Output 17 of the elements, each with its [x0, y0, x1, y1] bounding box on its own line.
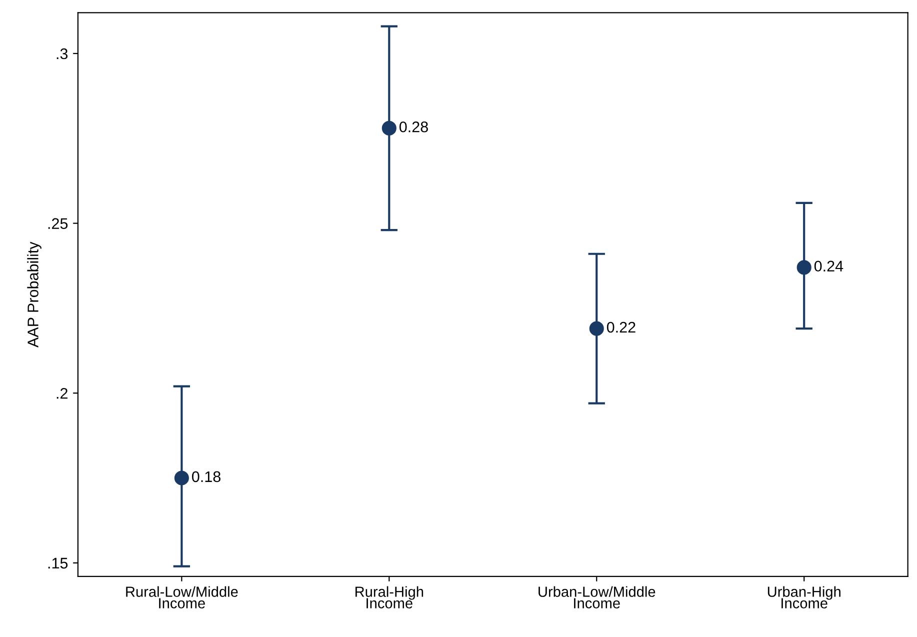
data-label: 0.28	[399, 121, 428, 132]
y-axis-title: AAP Probability	[27, 242, 42, 348]
y-tick-label: .25	[48, 218, 68, 229]
y-tick-label: .3	[56, 48, 68, 60]
data-label: 0.18	[192, 471, 220, 482]
x-tick-label: Urban-High Income	[768, 586, 840, 608]
point	[382, 120, 396, 136]
point	[796, 260, 812, 275]
y-tick-label: .15	[48, 558, 68, 569]
point	[174, 470, 189, 486]
point	[589, 321, 604, 336]
data-label: 0.22	[606, 322, 636, 333]
x-tick-label: Rural-Low/Middle Income	[126, 586, 238, 608]
data-label: 0.24	[814, 260, 844, 272]
y-tick-label: .2	[56, 388, 68, 399]
x-tick-label: Urban-Low/Middle Income	[538, 586, 656, 608]
x-tick-label: Rural-High Income	[356, 586, 424, 608]
